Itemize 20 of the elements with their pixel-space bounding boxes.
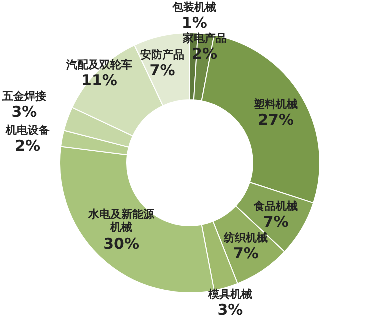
data-label: 27% — [258, 111, 294, 130]
data-label: 2% — [15, 137, 41, 156]
slice-label: 机电设备 — [4, 124, 50, 138]
data-label: 1% — [182, 14, 208, 32]
data-label: 7% — [150, 61, 176, 80]
slice-label: 包装机械 — [172, 1, 217, 14]
data-label: 3% — [12, 102, 38, 121]
slice-label: 纺织机械 — [223, 232, 268, 245]
slice-label: 汽配及双轮车 — [65, 58, 132, 72]
slice-label: 塑料机械 — [253, 98, 298, 112]
data-label: 30% — [104, 234, 140, 253]
slice-label: 模具机械 — [207, 288, 252, 302]
data-label: 3% — [218, 301, 244, 320]
slice-label: 五金焊接 — [1, 90, 46, 103]
data-label: 7% — [263, 212, 289, 231]
slice-label: 水电及新能源机械 — [88, 208, 156, 234]
data-label: 11% — [82, 71, 118, 90]
data-label: 7% — [233, 244, 259, 263]
slice-label: 食品机械 — [253, 200, 298, 213]
slice-label: 安防产品 — [140, 48, 185, 62]
